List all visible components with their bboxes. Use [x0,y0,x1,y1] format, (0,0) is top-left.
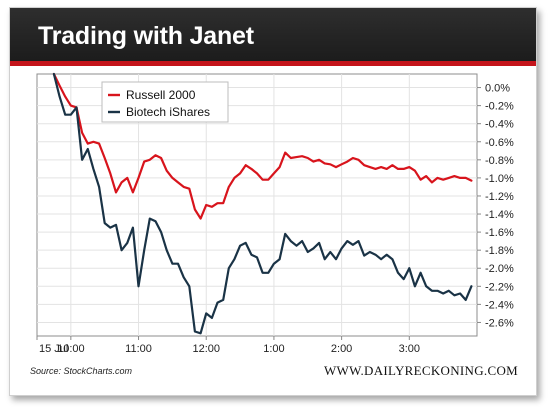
y-tick-label: -2.6% [485,317,514,329]
chart-frame: Trading with Janet 15 Jul 10:00 11:00 12:00… [9,7,537,396]
series-line-biotech [52,72,473,335]
legend-label-biotech: Biotech iShares [126,105,210,119]
y-tick-label: -2.0% [485,263,514,275]
y-tick-label: -0.6% [485,137,514,149]
gridlines [37,74,477,336]
source-note: Source: StockCharts.com [30,366,133,376]
x-tick-label: 15 Jul [39,343,68,355]
y-tick-label: -1.2% [485,191,514,203]
y-tick-label: -0.2% [485,101,514,113]
legend-box [101,81,229,123]
x-tick-label: 12:00 [192,343,220,355]
legend-label-russell: Russell 2000 [126,88,196,102]
y-tick-label: -0.4% [485,119,514,131]
title-bar: Trading with Janet [10,8,536,66]
y-tick-label: -1.6% [485,227,514,239]
x-tick-label: 3:00 [399,343,420,355]
y-tick-label: -2.2% [485,281,514,293]
y-tick-label: -1.4% [485,209,514,221]
y-tick-label: -2.4% [485,299,514,311]
x-tick-label: 11:00 [125,343,152,355]
series-line-russell [52,72,473,220]
y-tick-label: -1.0% [485,173,514,185]
x-tick-label: 2:00 [331,343,352,355]
series-lines [52,72,473,335]
y-axis: 0.0% -0.2% -0.4% -0.6% -0.8% -1.0% -1.2% -1.4% -… [477,83,514,329]
x-tick-label: 1:00 [263,343,284,355]
legend: Russell 2000 Biotech iShares [101,81,229,123]
brand-url: WWW.DAILYRECKONING.COM [324,363,518,378]
x-tick-label: 10:00 [57,343,85,355]
y-tick-label: -1.8% [485,245,514,257]
chart-title: Trading with Janet [38,22,254,50]
y-tick-label: 0.0% [485,83,510,95]
y-tick-label: -0.8% [485,155,514,167]
